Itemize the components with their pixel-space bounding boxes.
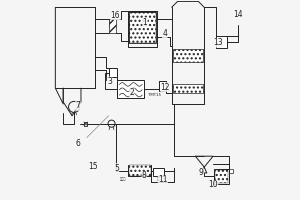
- Text: 2: 2: [130, 88, 134, 97]
- Bar: [109, 68, 118, 77]
- Bar: [129, 12, 156, 43]
- Text: 6: 6: [76, 139, 80, 148]
- Bar: [118, 80, 144, 98]
- Text: 8: 8: [142, 171, 146, 180]
- Text: 4: 4: [162, 29, 167, 38]
- Bar: [225, 169, 233, 173]
- Text: 14: 14: [233, 10, 243, 19]
- Bar: [153, 168, 164, 176]
- Bar: [129, 165, 151, 176]
- Text: 9: 9: [199, 168, 204, 177]
- Text: 10: 10: [208, 180, 218, 189]
- Text: 11: 11: [158, 175, 168, 184]
- Text: 15: 15: [88, 162, 98, 171]
- Bar: [173, 84, 203, 93]
- Text: 5: 5: [114, 164, 119, 173]
- Text: 16: 16: [111, 11, 120, 20]
- Bar: [130, 12, 156, 43]
- Text: 汉黄芩: 汉黄芩: [120, 177, 127, 181]
- Text: 7: 7: [76, 101, 80, 110]
- Bar: [173, 49, 203, 62]
- Bar: [215, 170, 228, 183]
- Bar: [159, 81, 166, 91]
- Bar: [214, 169, 229, 184]
- Bar: [128, 165, 151, 176]
- Text: 12: 12: [160, 83, 170, 92]
- Bar: [109, 19, 116, 33]
- Text: 1: 1: [143, 18, 147, 27]
- Text: 石膏: 石膏: [157, 177, 161, 181]
- Text: 3: 3: [107, 77, 112, 86]
- Text: TMT15: TMT15: [148, 93, 161, 97]
- Bar: [84, 122, 88, 126]
- Bar: [216, 36, 227, 48]
- Text: 13: 13: [213, 38, 223, 47]
